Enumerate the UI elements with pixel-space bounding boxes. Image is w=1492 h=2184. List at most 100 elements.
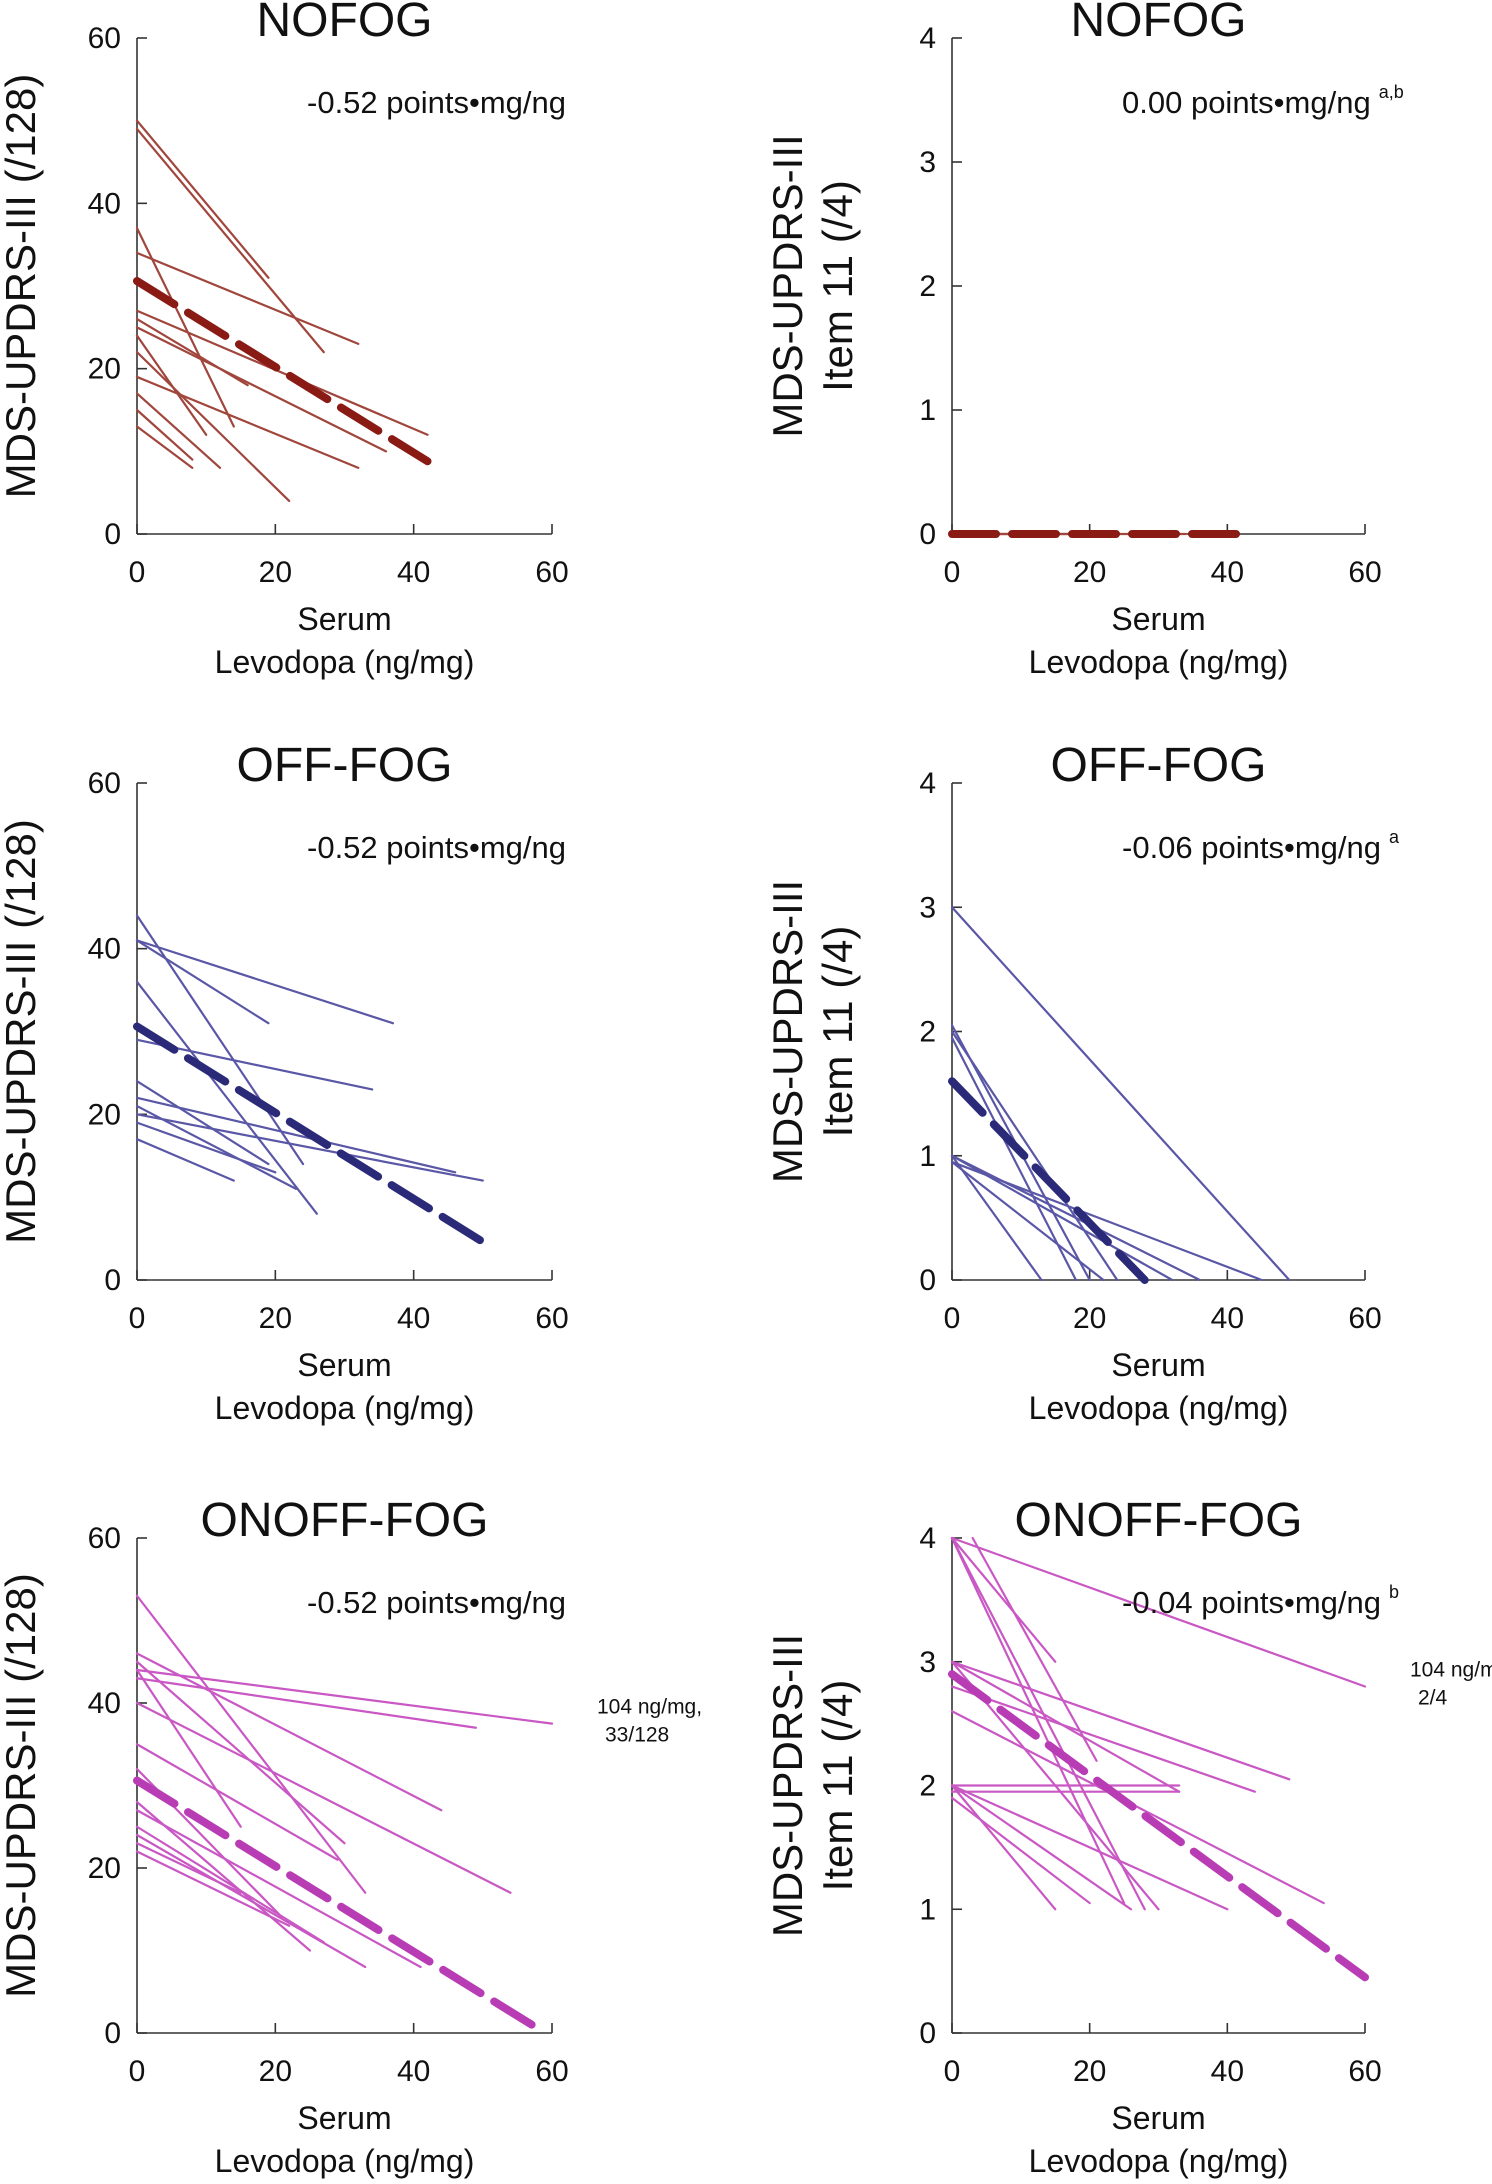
y-tick-label: 4 [919, 1522, 936, 1555]
y-tick-label: 0 [919, 2017, 936, 2050]
series-line-8 [950, 1685, 1256, 1793]
x-tick-label: 0 [944, 556, 961, 589]
series-line-9 [135, 1104, 298, 1190]
chart-title: ONOFF-FOG [201, 1494, 489, 1547]
outlier-note: 104 ng/mg, [1410, 1659, 1492, 1682]
x-axis-label: Levodopa (ng/mg) [215, 2143, 475, 2179]
x-tick-label: 60 [1348, 556, 1381, 589]
series-line-3 [135, 251, 360, 345]
chart-panel-offfog-total: 0 20 40 60 0 20 40 60 Serum Levodopa (ng/mg) MDS-U… [0, 739, 569, 1426]
series-line-8 [135, 1080, 270, 1166]
y-tick-label: 20 [88, 1098, 121, 1131]
x-axis-label: Levodopa (ng/mg) [215, 1390, 475, 1426]
series-line-13 [135, 317, 249, 387]
y-axis-label: Item 11 (/4) [814, 1680, 861, 1892]
x-tick-label: 40 [1211, 2055, 1244, 2088]
y-tick-label: 2 [919, 270, 936, 303]
x-axis-label: Serum [297, 601, 391, 637]
series-line-2 [135, 939, 395, 1025]
x-tick-label: 40 [1211, 556, 1244, 589]
y-axis-label: MDS-UPDRS-III [764, 880, 811, 1183]
y-axis-label: Item 11 (/4) [814, 926, 861, 1138]
outlier-note: 104 ng/mg, [597, 1696, 702, 1719]
series-line-13 [135, 1842, 242, 1894]
series-line-6 [135, 326, 388, 453]
y-axis-label: MDS-UPDRS-III [764, 134, 811, 437]
series-line-10 [135, 1138, 235, 1182]
series-line-16 [950, 1796, 1091, 1905]
x-tick-label: 20 [1073, 556, 1106, 589]
outlier-note: 2/4 [1418, 1687, 1448, 1710]
y-tick-label: 1 [919, 394, 936, 427]
series-line-3 [135, 914, 305, 1166]
series-line-8 [135, 375, 360, 469]
chart-panel-nofog-total: 0 20 40 60 0 20 40 60 Serum Levodopa (ng/mg) MDS-U… [0, 0, 569, 680]
x-tick-label: 0 [129, 1302, 146, 1335]
chart-panel-onofffog-total: 0 20 40 60 0 20 40 60 Serum Levodopa (ng/mg) MDS-U… [0, 1494, 702, 2179]
group-fit-line [133, 1022, 487, 1246]
x-tick-label: 20 [259, 2055, 292, 2088]
x-axis-label: Levodopa (ng/mg) [215, 644, 475, 680]
chart-title: OFF-FOG [237, 739, 453, 792]
chart-title: ONOFF-FOG [1015, 1494, 1303, 1547]
chart-title: NOFOG [257, 0, 433, 47]
x-axis-label: Serum [297, 1347, 391, 1383]
series-line-3 [950, 1030, 1119, 1282]
x-tick-label: 0 [129, 556, 146, 589]
x-tick-label: 0 [129, 2055, 146, 2088]
slope-annotation: -0.04 points•mg/ng [1122, 1585, 1381, 1620]
slope-annotation: -0.52 points•mg/ng [307, 830, 566, 865]
y-tick-label: 40 [88, 187, 121, 220]
x-tick-label: 60 [535, 556, 568, 589]
series-line-6 [950, 1660, 1291, 1781]
group-fit-line [133, 277, 432, 466]
series-line-7 [950, 1154, 1201, 1282]
series-line-11 [135, 425, 194, 469]
x-tick-label: 60 [1348, 2055, 1381, 2088]
series-line-2 [971, 1536, 1098, 1762]
x-axis-label: Serum [1111, 601, 1205, 637]
slope-annotation: -0.06 points•mg/ng [1122, 830, 1381, 865]
y-tick-label: 60 [88, 767, 121, 800]
y-tick-label: 3 [919, 146, 936, 179]
series-line-14 [950, 1784, 1133, 1911]
series-line-1 [135, 1668, 554, 1725]
x-tick-label: 20 [1073, 1302, 1106, 1335]
series-line-10 [135, 334, 208, 436]
series-line-10 [135, 1809, 422, 1969]
x-tick-label: 0 [944, 1302, 961, 1335]
x-tick-label: 20 [259, 1302, 292, 1335]
group-fit-line [948, 1077, 1149, 1284]
y-tick-label: 20 [88, 353, 121, 386]
y-tick-label: 20 [88, 1852, 121, 1885]
group-fit-line [948, 1670, 1369, 1982]
y-axis-label: Item 11 (/4) [814, 180, 861, 392]
y-tick-label: 4 [919, 767, 936, 800]
y-tick-label: 40 [88, 933, 121, 966]
series-line-11 [135, 1121, 277, 1174]
series-line-3 [950, 1536, 1146, 1911]
series-line-1 [950, 906, 1291, 1282]
series-line-3 [135, 1652, 443, 1812]
y-axis-label: MDS-UPDRS-III (/128) [0, 74, 44, 499]
series-line-4 [950, 1536, 1126, 1905]
y-axis-label: MDS-UPDRS-III (/128) [0, 819, 44, 1244]
outlier-note: 33/128 [605, 1724, 669, 1747]
y-tick-label: 1 [919, 1893, 936, 1926]
y-tick-label: 0 [104, 518, 121, 551]
y-tick-label: 0 [104, 1264, 121, 1297]
series-line-1 [135, 939, 270, 1025]
x-tick-label: 40 [1211, 1302, 1244, 1335]
series-line-6 [135, 1096, 457, 1174]
x-tick-label: 60 [535, 2055, 568, 2088]
x-tick-label: 0 [944, 2055, 961, 2088]
x-axis-label: Levodopa (ng/mg) [1029, 1390, 1289, 1426]
series-line-5 [135, 1701, 512, 1894]
y-tick-label: 60 [88, 1522, 121, 1555]
slope-annotation: 0.00 points•mg/ng [1122, 85, 1371, 120]
x-axis-label: Serum [1111, 2100, 1205, 2136]
chart-title: NOFOG [1071, 0, 1247, 47]
